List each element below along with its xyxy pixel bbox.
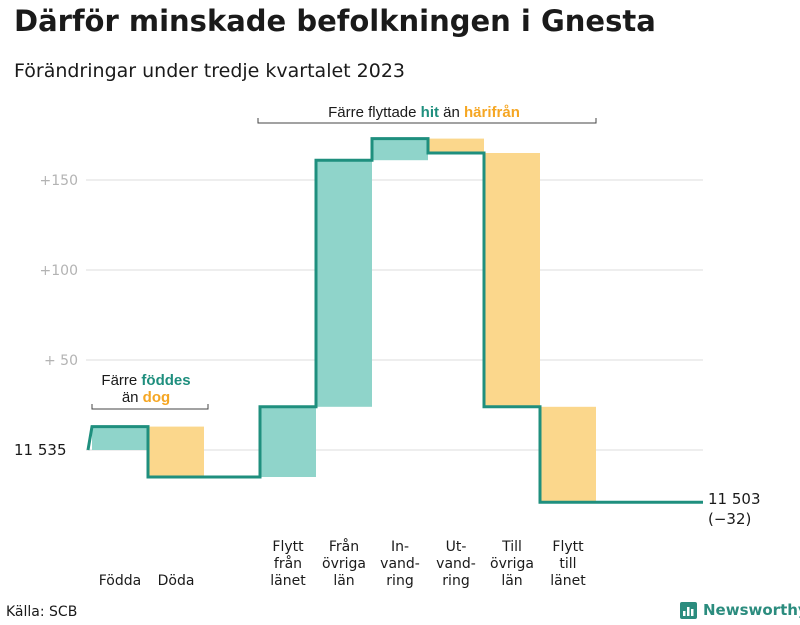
y-tick-label: + 50: [44, 353, 78, 369]
bar-Flytttilllänet: [540, 406, 596, 503]
category-label: ring: [442, 573, 469, 589]
category-label: länet: [270, 573, 306, 589]
category-label: Ut-: [446, 539, 467, 555]
births-annotation-line1: Färre föddes: [101, 372, 190, 389]
category-label: Flytt: [272, 539, 304, 555]
baseline-label: 11 535: [14, 441, 67, 459]
category-label: vand-: [436, 556, 476, 572]
category-label: övriga: [322, 556, 366, 572]
category-label: län: [333, 573, 354, 589]
bars: [92, 138, 596, 503]
moves-annotation-text: än: [439, 104, 464, 121]
category-label: Döda: [158, 573, 195, 589]
bar-Flyttfrånlänet: [260, 406, 316, 477]
moves-annotation: Färre flyttade hit än härifrån: [328, 104, 520, 121]
bar-In-vand-ring: [372, 138, 428, 161]
births-bracket: [91, 404, 209, 410]
cumulative-step-line: [86, 137, 703, 504]
y-tick-label: +150: [40, 173, 78, 189]
moves-annotation-text: Färre flyttade: [328, 104, 421, 121]
category-label: In-: [391, 539, 409, 555]
births-annotation-highlight: föddes: [141, 372, 190, 389]
births-annotation-line2: än dog: [122, 389, 170, 406]
births-annotation-text: än: [122, 389, 143, 406]
bar-Tillövrigalän: [484, 153, 540, 407]
category-label: från: [274, 555, 302, 572]
category-label: Till: [501, 539, 522, 555]
category-label: vand-: [380, 556, 420, 572]
category-label: ring: [386, 573, 413, 589]
y-tick-label: +100: [40, 263, 78, 279]
bar-Döda: [148, 426, 204, 477]
chart-subtitle: Förändringar under tredje kvartalet 2023: [14, 60, 406, 82]
category-label: länet: [550, 573, 586, 589]
labels: Födda DödaFlyttfrånlänetFrånövrigalänIn-v…: [14, 441, 761, 589]
bar-Frånövrigalän: [316, 160, 372, 407]
moves-bracket: [257, 118, 597, 124]
bar-chart-icon: [680, 601, 697, 619]
category-label: Flytt: [552, 539, 584, 555]
source-note: Källa: SCB: [6, 604, 78, 620]
bar-Födda: [92, 426, 148, 450]
births-annotation-text: Färre: [101, 372, 141, 389]
end-value-label: 11 503: [708, 490, 761, 508]
bar-Ut-vand-ring: [428, 138, 484, 153]
moves-in-highlight: hit: [421, 104, 439, 121]
brand-name: Newsworthy: [703, 601, 800, 619]
end-change-label: (−32): [708, 510, 751, 528]
step-line: [86, 137, 703, 504]
chart-title: Därför minskade befolkningen i Gnesta: [14, 4, 656, 38]
category-label: Från: [329, 538, 359, 555]
brand-logo: Newsworthy: [680, 601, 800, 619]
category-label: övriga: [490, 556, 534, 572]
category-label: till: [559, 556, 576, 572]
category-label: län: [501, 573, 522, 589]
category-label: Födda: [99, 573, 141, 589]
moves-out-highlight: härifrån: [464, 104, 520, 121]
deaths-annotation-highlight: dog: [143, 389, 171, 406]
waterfall-chart: +150+100+ 50 Födda DödaFlyttfrånlänetFrån…: [14, 104, 761, 589]
